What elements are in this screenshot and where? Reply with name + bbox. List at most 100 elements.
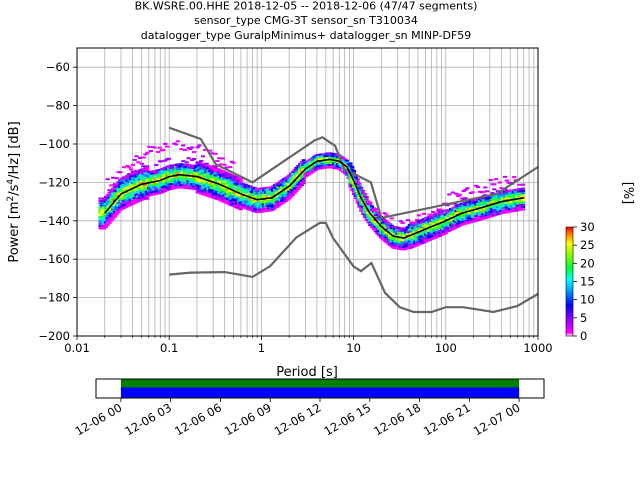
title-line-1: BK.WSRE.00.HHE 2018-12-05 -- 2018-12-06 … (135, 0, 478, 13)
grid-lines (76, 48, 539, 337)
psd-density-cell (305, 160, 310, 163)
psd-density-cell (166, 157, 171, 160)
noise-model-nlnm (169, 221, 538, 314)
psd-density-cell (454, 192, 459, 195)
psd-density-cell (238, 178, 243, 181)
psd-density-cell (278, 180, 283, 183)
psd-density-cell (344, 173, 349, 176)
psd-density-cell (387, 223, 393, 226)
psd-density-cell (274, 189, 279, 192)
psd-density-cell (134, 155, 139, 158)
psd-density-cell (456, 195, 461, 198)
psd-density-cell (389, 217, 394, 220)
psd-density-cell (229, 160, 234, 163)
psd-density-cell (306, 168, 312, 171)
psd-density-cell (278, 201, 283, 204)
colorbar-tick-label: 15 (580, 275, 595, 289)
psd-density-cell (520, 183, 526, 186)
psd-density-cell (310, 168, 315, 171)
psd-density-cell (517, 183, 522, 186)
colorbar-tick-label: 25 (580, 238, 595, 252)
psd-density-cell (499, 187, 504, 190)
psd-density-cell (348, 164, 353, 167)
psd-density-cell (389, 226, 394, 229)
psd-density-cell (342, 158, 348, 161)
psd-density-cell (400, 222, 405, 225)
psd-density-cell (422, 212, 427, 215)
psd-density-cell (272, 207, 278, 210)
psd-density-cell (484, 190, 490, 193)
noise-model-nhnm (168, 126, 538, 220)
psd-density-cell (301, 179, 306, 182)
psd-density-cell (490, 192, 495, 195)
psd-density-cell (181, 144, 186, 147)
psd-density-cell (312, 160, 317, 163)
psd-density-cell (281, 194, 287, 197)
psd-density-cell (382, 218, 387, 221)
psd-density-cell (184, 161, 189, 164)
psd-density-cell (271, 187, 276, 190)
psd-density-cell (306, 161, 312, 164)
psd-density-cell (474, 184, 479, 187)
psd-density-cell (409, 221, 414, 224)
psd-density-cell (280, 188, 285, 191)
psd-density-cell (271, 208, 276, 211)
psd-density-cell (483, 186, 488, 189)
psd-density-cell (139, 162, 144, 165)
y-axis-ticks: −200 −180 −160 −140 −120 −100 −80 −60 (38, 60, 77, 343)
psd-density-cell (111, 217, 116, 220)
psd-density-cell (283, 183, 288, 186)
psd-density-cell (414, 218, 420, 221)
psd-density-cell (303, 175, 308, 178)
psd-density-cell (280, 197, 285, 200)
psd-density-cell (130, 170, 135, 173)
psd-density-cell (175, 140, 180, 143)
psd-density-cell (105, 178, 110, 181)
psd-density-cell (382, 212, 387, 215)
psd-density-cell (312, 158, 317, 161)
psd-density-cell (148, 150, 153, 153)
x-axis-label: Period [s] (276, 365, 338, 380)
psd-density-cell (350, 166, 355, 169)
psd-density-cell (163, 142, 168, 145)
psd-density-cell (497, 181, 502, 184)
availability-bars (120, 379, 520, 398)
psd-density-cell (274, 206, 279, 209)
psd-density-cell (191, 157, 197, 160)
psd-density-cell (283, 195, 288, 198)
psd-density-cell (438, 208, 443, 211)
psd-density-cell (145, 165, 150, 168)
psd-density-cell (520, 192, 526, 195)
psd-density-cell (105, 223, 110, 226)
psd-density-cell (231, 161, 236, 164)
psd-density-cell (305, 165, 310, 168)
psd-density-cell (272, 186, 278, 189)
psd-density-cell (312, 164, 317, 167)
psd-density-cell (213, 165, 218, 168)
psd-density-cell (450, 191, 456, 194)
colorbar-tick-label: 30 (580, 220, 595, 234)
psd-density-cell (285, 184, 290, 187)
psd-density-cell (298, 186, 303, 189)
psd-density-cell (285, 198, 290, 201)
psd-density-cell (281, 191, 287, 194)
psd-density-cell (389, 229, 394, 232)
colorbar-label: [%] (620, 182, 635, 205)
psd-density-cell (458, 193, 463, 196)
y-tick-label: −120 (38, 175, 70, 189)
psd-density-cell (179, 148, 184, 151)
psd-density-cell (296, 187, 301, 190)
psd-density-cell (344, 171, 349, 174)
psd-density-cell (461, 198, 466, 201)
psd-density-cell (479, 198, 484, 201)
psd-density-cell (278, 199, 283, 202)
psd-density-cell (114, 213, 119, 216)
psd-density-cell (344, 164, 349, 167)
psd-density-cell (520, 187, 526, 190)
psd-density-cell (306, 170, 312, 173)
psd-density-cell (520, 208, 526, 211)
psd-density-cell (492, 188, 497, 191)
colorbar-gradient (565, 226, 574, 337)
